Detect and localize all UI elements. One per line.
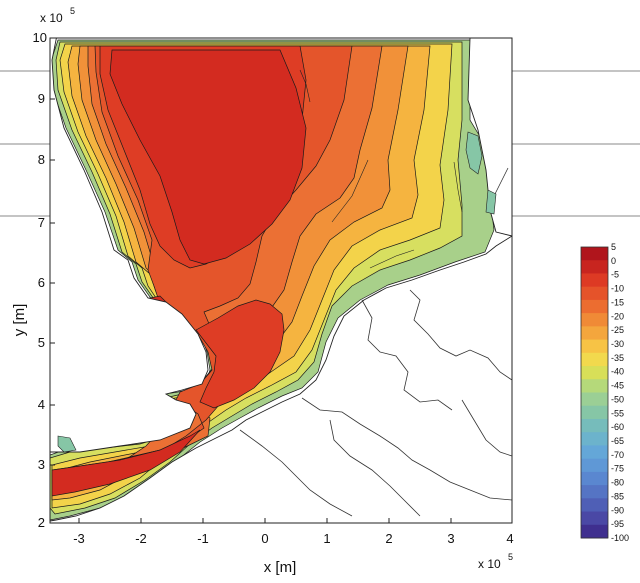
colorbar-label: -60 bbox=[611, 422, 624, 432]
y-axis-label: y [m] bbox=[11, 304, 28, 337]
x-tick-label: 3 bbox=[447, 531, 454, 546]
colorbar-swatch bbox=[581, 260, 608, 274]
colorbar-label: -35 bbox=[611, 353, 624, 363]
contour-lines bbox=[299, 69, 463, 269]
x-tick-label: 0 bbox=[261, 531, 268, 546]
y-tick-label: 4 bbox=[38, 397, 45, 412]
channel-basin-west bbox=[51, 429, 201, 497]
land-britain-east bbox=[50, 38, 209, 453]
colorbar-label: -45 bbox=[611, 381, 624, 391]
colorbar-swatch bbox=[581, 299, 608, 314]
colorbar-label: -80 bbox=[611, 478, 624, 488]
colorbar-label: 0 bbox=[611, 256, 616, 266]
y-tick-label: 5 bbox=[38, 335, 45, 350]
x-tick-label: -2 bbox=[135, 531, 147, 546]
colorbar-label: -15 bbox=[611, 297, 624, 307]
colorbar-swatch bbox=[581, 286, 608, 301]
colorbar-label: -40 bbox=[611, 367, 624, 377]
colorbar-label: -30 bbox=[611, 339, 624, 349]
x-ticks bbox=[78, 518, 513, 523]
colorbar-label: -85 bbox=[611, 491, 624, 501]
y-tick-label: 7 bbox=[38, 215, 45, 230]
colorbar-label: -50 bbox=[611, 394, 624, 404]
colorbar-swatch bbox=[581, 405, 608, 420]
svg-text:x 10: x 10 bbox=[478, 557, 501, 571]
y-tick-labels: 2 3 4 5 6 7 8 9 10 bbox=[33, 30, 47, 530]
x-tick-label: -3 bbox=[73, 531, 85, 546]
colorbar-label: -90 bbox=[611, 505, 624, 515]
x-axis-label: x [m] bbox=[264, 559, 297, 576]
x-tick-label: 1 bbox=[323, 531, 330, 546]
land-masses bbox=[50, 38, 512, 523]
coastal-islands bbox=[57, 131, 497, 453]
colorbar-swatch bbox=[581, 339, 608, 354]
colorbar-swatch bbox=[581, 352, 608, 367]
y-tick-label: 2 bbox=[38, 515, 45, 530]
inland-borders bbox=[239, 167, 512, 517]
colorbar-label: -5 bbox=[611, 270, 619, 280]
x-tick-label: 2 bbox=[385, 531, 392, 546]
svg-text:5: 5 bbox=[508, 552, 513, 562]
colorbar-swatch bbox=[581, 247, 608, 261]
colorbar-label: 5 bbox=[611, 242, 616, 252]
colorbar-swatch bbox=[581, 392, 608, 407]
colorbar-swatch bbox=[581, 366, 608, 380]
colorbar-label: -70 bbox=[611, 450, 624, 460]
colorbar-label: -10 bbox=[611, 284, 624, 294]
y-ticks bbox=[50, 37, 55, 524]
colorbar-swatch bbox=[581, 471, 608, 486]
depth-band-0 bbox=[109, 49, 307, 265]
colorbar-labels: 5 0 -5 -10 -15 -20 -25 -30 -35 -40 -45 -50 -55 -60 -65… bbox=[611, 242, 629, 543]
y-exponent: x 10 5 bbox=[40, 6, 75, 25]
y-tick-label: 8 bbox=[38, 152, 45, 167]
plot-frame bbox=[49, 37, 513, 524]
colorbar-swatch bbox=[581, 485, 608, 499]
colorbar-frame bbox=[580, 246, 609, 539]
colorbar-swatch bbox=[581, 511, 608, 526]
land-continent bbox=[50, 235, 512, 523]
colorbar-swatch bbox=[581, 379, 608, 393]
colorbar: 5 0 -5 -10 -15 -20 -25 -30 -35 -40 -45 -50 -55 -60 -65… bbox=[580, 242, 629, 543]
svg-text:x 10: x 10 bbox=[40, 11, 63, 25]
x-tick-labels: -3 -2 -1 0 1 2 3 4 bbox=[73, 531, 513, 546]
colorbar-label: -75 bbox=[611, 464, 624, 474]
y-tick-label: 6 bbox=[38, 275, 45, 290]
colorbar-swatch bbox=[581, 432, 608, 446]
colorbar-swatches bbox=[581, 247, 608, 539]
x-tick-label: -1 bbox=[197, 531, 209, 546]
colorbar-swatch bbox=[581, 273, 608, 288]
colorbar-swatch bbox=[581, 326, 608, 341]
x-tick-label: 4 bbox=[506, 531, 513, 546]
colorbar-label: -65 bbox=[611, 436, 624, 446]
x-exponent: x 10 5 bbox=[478, 552, 513, 571]
colorbar-swatch bbox=[581, 458, 608, 473]
colorbar-label: -55 bbox=[611, 408, 624, 418]
colorbar-swatch bbox=[581, 445, 608, 460]
colorbar-label: -95 bbox=[611, 519, 624, 529]
colorbar-label: -100 bbox=[611, 533, 629, 543]
colorbar-swatch bbox=[581, 418, 608, 433]
y-tick-label: 3 bbox=[38, 457, 45, 472]
channel-basin bbox=[195, 299, 285, 409]
svg-text:5: 5 bbox=[70, 6, 75, 16]
y-tick-label: 10 bbox=[33, 30, 47, 45]
colorbar-swatch bbox=[581, 498, 608, 513]
y-tick-label: 9 bbox=[38, 91, 45, 106]
colorbar-label: -20 bbox=[611, 311, 624, 321]
colorbar-label: -25 bbox=[611, 325, 624, 335]
colorbar-swatch bbox=[581, 313, 608, 327]
colorbar-swatch bbox=[581, 524, 608, 539]
depth-bands bbox=[50, 39, 495, 521]
